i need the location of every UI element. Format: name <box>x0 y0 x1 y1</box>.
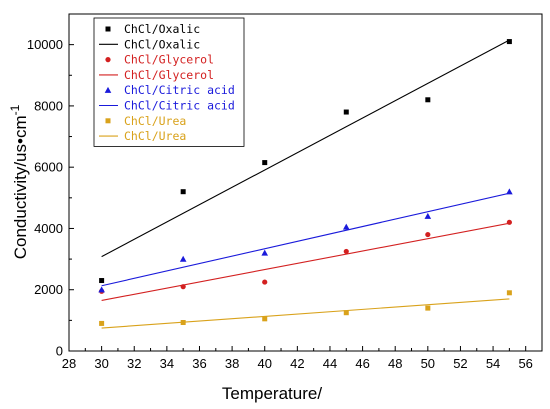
legend-entry-label: ChCl/Glycerol <box>124 53 214 67</box>
data-point <box>343 310 349 316</box>
x-tick-label: 50 <box>421 356 435 371</box>
x-tick-label: 44 <box>323 356 337 371</box>
fit-lines <box>101 39 510 329</box>
x-tick-label: 38 <box>225 356 239 371</box>
legend: ChCl/OxalicChCl/OxalicChCl/GlycerolChCl/… <box>93 17 245 147</box>
fit-line <box>101 298 510 329</box>
data-point <box>262 316 268 322</box>
y-tick-label: 2000 <box>34 282 63 297</box>
legend-entry-label: ChCl/Oxalic <box>124 22 200 36</box>
data-point <box>98 286 105 293</box>
data-point <box>99 320 105 326</box>
fit-line <box>101 192 510 287</box>
x-tick-label: 28 <box>62 356 76 371</box>
legend-entry-label: ChCl/Urea <box>124 114 186 128</box>
y-axis-title: Conductivity/us•cm-1 <box>8 104 30 259</box>
x-tick-label: 54 <box>486 356 500 371</box>
data-point <box>180 284 186 290</box>
legend-marker <box>105 118 111 124</box>
y-tick-label: 6000 <box>34 160 63 175</box>
data-point <box>425 231 431 238</box>
data-point <box>343 109 349 115</box>
x-tick-label: 34 <box>160 356 174 371</box>
axis-ticks: 28 30 32 34 36 38 40 42 44 46 48 50 52 54 56 0 2000 4000 6… <box>27 37 533 371</box>
data-point <box>425 305 431 311</box>
data-points <box>98 39 513 326</box>
data-point <box>261 249 269 256</box>
data-point <box>506 290 512 296</box>
y-tick-label: 0 <box>56 344 63 359</box>
fit-line <box>101 39 510 258</box>
legend-marker <box>105 57 111 63</box>
y-tick-label: 4000 <box>34 221 63 236</box>
x-axis-title: Temperature/ <box>222 384 322 403</box>
legend-marker <box>105 26 111 32</box>
data-point <box>506 188 513 195</box>
y-tick-label: 8000 <box>34 98 63 113</box>
x-tick-label: 30 <box>94 356 108 371</box>
data-point <box>179 255 187 262</box>
legend-entry-label: ChCl/Glycerol <box>124 68 214 82</box>
legend-entry-label: ChCl/Urea <box>124 129 186 143</box>
data-point <box>262 160 268 166</box>
x-tick-label: 36 <box>192 356 206 371</box>
data-point <box>342 223 350 230</box>
data-point <box>425 97 431 103</box>
data-point <box>506 219 512 225</box>
data-point <box>180 320 186 326</box>
data-point <box>262 279 268 285</box>
legend-entry-label: ChCl/Citric acid <box>124 99 235 113</box>
y-axis-title-text: Conductivity/us•cm <box>11 115 30 259</box>
data-point <box>424 212 432 219</box>
y-axis-title-superscript: -1 <box>8 104 22 115</box>
y-tick-label: 10000 <box>27 37 63 52</box>
fit-line <box>101 222 510 301</box>
x-tick-label: 32 <box>127 356 141 371</box>
data-point <box>343 248 349 255</box>
data-point <box>99 278 105 284</box>
legend-entry-label: ChCl/Oxalic <box>124 37 200 51</box>
plot-frame <box>68 13 543 352</box>
x-tick-label: 52 <box>453 356 467 371</box>
data-point <box>180 189 186 195</box>
legend-entry-label: ChCl/Citric acid <box>124 83 235 97</box>
x-tick-label: 46 <box>355 356 369 371</box>
legend-box <box>93 17 245 147</box>
x-tick-label: 56 <box>518 356 532 371</box>
legend-marker <box>104 86 112 93</box>
x-tick-label: 42 <box>290 356 304 371</box>
data-point <box>506 39 512 45</box>
x-tick-label: 48 <box>388 356 402 371</box>
x-tick-label: 40 <box>257 356 271 371</box>
